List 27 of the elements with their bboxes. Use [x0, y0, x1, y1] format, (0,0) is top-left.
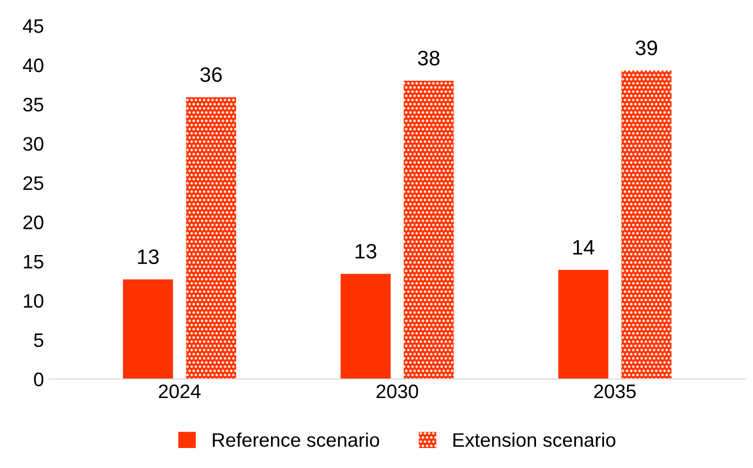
y-tick-label: 25: [23, 176, 44, 190]
y-tick-label: 30: [23, 136, 44, 151]
x-tick-label: 2030: [376, 384, 418, 398]
y-tick-label: 10: [24, 294, 44, 308]
bar: [186, 97, 236, 380]
x-tick-label: 2035: [594, 384, 636, 398]
data-label: 38: [418, 50, 440, 66]
bar: [122, 279, 174, 380]
legend-label: Reference scenario: [212, 432, 380, 447]
bar: [340, 274, 391, 380]
y-tick-label: 5: [34, 333, 44, 348]
x-tick-label: 2024: [158, 384, 201, 398]
legend-label: Extension scenario: [453, 432, 616, 447]
bar: [404, 80, 454, 380]
y-tick-label: 35: [23, 98, 44, 112]
bar: [558, 270, 608, 380]
y-tick-label: 20: [23, 216, 44, 230]
data-label: 36: [200, 67, 222, 82]
data-label: 13: [138, 249, 159, 264]
data-label: 14: [573, 240, 594, 255]
bar: [621, 70, 672, 380]
y-tick-label: 15: [24, 254, 44, 269]
data-label: 39: [636, 40, 658, 56]
data-label: 13: [356, 244, 376, 259]
y-tick-label: 40: [22, 58, 44, 72]
y-tick-label: 0: [34, 372, 44, 386]
y-tick-label: 45: [22, 19, 44, 33]
